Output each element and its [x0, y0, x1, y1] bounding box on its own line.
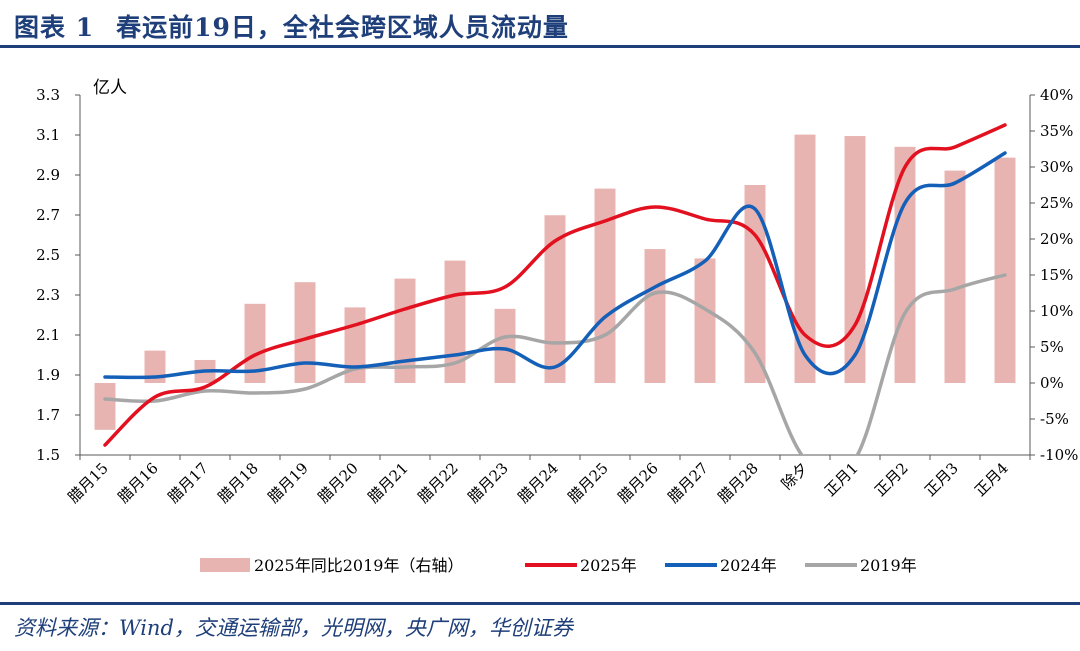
- right-tick-label: 20%: [1040, 230, 1073, 248]
- x-tick-label: 腊月15: [64, 459, 111, 506]
- source-divider: [0, 602, 1080, 605]
- x-tick-label: 腊月23: [464, 459, 511, 506]
- figure-label: 图表 1: [14, 13, 95, 42]
- right-tick-label: -10%: [1040, 446, 1078, 464]
- x-tick-label: 正月2: [871, 459, 912, 500]
- x-tick-label: 腊月19: [264, 459, 311, 506]
- x-tick-label: 腊月17: [164, 459, 211, 506]
- right-tick-label: 0%: [1040, 374, 1064, 392]
- left-tick-label: 2.9: [36, 166, 60, 184]
- left-tick-label: 2.1: [36, 326, 60, 344]
- left-tick-label: 2.3: [36, 286, 60, 304]
- bar-腊月26: [644, 249, 666, 383]
- left-tick-label: 2.7: [36, 206, 60, 224]
- bar-除夕: [794, 134, 816, 383]
- x-tick-label: 腊月16: [114, 459, 161, 506]
- right-tick-label: 15%: [1040, 266, 1073, 284]
- bar-腊月21: [394, 278, 416, 383]
- figure-title: 图表 1 春运前19日，全社会跨区域人员流动量: [14, 8, 569, 44]
- right-tick-label: 35%: [1040, 122, 1073, 140]
- legend-swatch-bar: [200, 558, 250, 572]
- x-tick-label: 腊月26: [614, 459, 661, 506]
- x-tick-label: 腊月28: [714, 459, 761, 506]
- right-tick-label: 40%: [1040, 86, 1073, 104]
- left-tick-label: 1.7: [36, 406, 60, 424]
- right-tick-label: 10%: [1040, 302, 1073, 320]
- source-note: 资料来源：Wind，交通运输部，光明网，央广网，华创证券: [14, 616, 573, 640]
- bar-腊月15: [94, 383, 116, 430]
- left-tick-label: 2.5: [36, 246, 60, 264]
- left-tick-label: 1.9: [36, 366, 60, 384]
- bar-腊月27: [694, 258, 716, 383]
- title-divider: [0, 45, 1080, 48]
- bar-腊月22: [444, 260, 466, 383]
- x-tick-label: 腊月25: [564, 459, 611, 506]
- right-tick-label: 30%: [1040, 158, 1073, 176]
- bar-腊月23: [494, 308, 516, 383]
- right-tick-label: 5%: [1040, 338, 1064, 356]
- x-tick-label: 腊月22: [414, 459, 461, 506]
- x-tick-label: 腊月20: [314, 459, 361, 506]
- legend-label-2024年: 2024年: [720, 556, 777, 575]
- x-tick-label: 腊月27: [664, 459, 711, 506]
- bar-腊月19: [294, 282, 316, 383]
- bar-腊月28: [744, 185, 766, 383]
- x-tick-label: 除夕: [778, 459, 812, 493]
- left-tick-label: 3.1: [36, 126, 60, 144]
- x-tick-label: 腊月21: [364, 459, 411, 506]
- right-tick-label: -5%: [1040, 410, 1069, 428]
- series-line-2019年: [103, 273, 1007, 455]
- bar-腊月18: [244, 303, 266, 383]
- title-bar: 图表 1 春运前19日，全社会跨区域人员流动量: [0, 0, 1080, 48]
- bar-正月3: [944, 170, 966, 383]
- legend-label-2019年: 2019年: [860, 556, 917, 575]
- x-tick-label: 正月1: [821, 459, 862, 500]
- right-tick-label: 25%: [1040, 194, 1073, 212]
- x-tick-label: 腊月24: [514, 459, 561, 506]
- page-title: 春运前19日，全社会跨区域人员流动量: [116, 13, 569, 42]
- left-tick-label: 1.5: [36, 446, 60, 464]
- bar-正月1: [844, 136, 866, 383]
- legend-label-2025年: 2025年: [580, 556, 637, 575]
- bar-正月4: [994, 157, 1016, 383]
- series-line-2025年: [103, 123, 1007, 447]
- x-tick-label: 正月3: [921, 459, 962, 500]
- x-tick-label: 正月4: [971, 459, 1012, 500]
- bar-腊月25: [594, 188, 616, 383]
- left-tick-label: 3.3: [36, 86, 60, 104]
- legend-label-bar: 2025年同比2019年（右轴）: [254, 556, 463, 575]
- left-axis-unit: 亿人: [93, 78, 127, 98]
- x-tick-label: 腊月18: [214, 459, 261, 506]
- series-line-2024年: [103, 151, 1007, 380]
